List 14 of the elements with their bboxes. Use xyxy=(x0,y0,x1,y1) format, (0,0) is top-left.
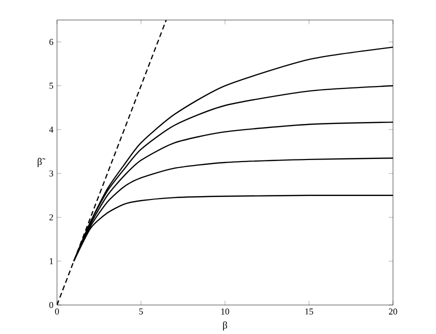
x-tick-label: 10 xyxy=(221,308,230,315)
y-tick-label: 2 xyxy=(49,214,53,220)
x-axis-title: β xyxy=(223,321,228,331)
y-tick-label: 0 xyxy=(49,302,54,308)
y-tick-label: 3 xyxy=(49,170,54,177)
y-tick-label: 6 xyxy=(49,38,54,46)
x-tick-label: 5 xyxy=(139,308,143,315)
y-tick-label: 5 xyxy=(50,82,54,89)
x-tick-label: 0 xyxy=(55,308,59,315)
y-axis-title: β̃ xyxy=(38,158,46,168)
x-tick-label: 20 xyxy=(388,308,398,315)
y-tick-label: 1 xyxy=(50,258,53,264)
y-tick-label: 4 xyxy=(49,126,54,133)
x-tick-label: 15 xyxy=(305,308,314,315)
